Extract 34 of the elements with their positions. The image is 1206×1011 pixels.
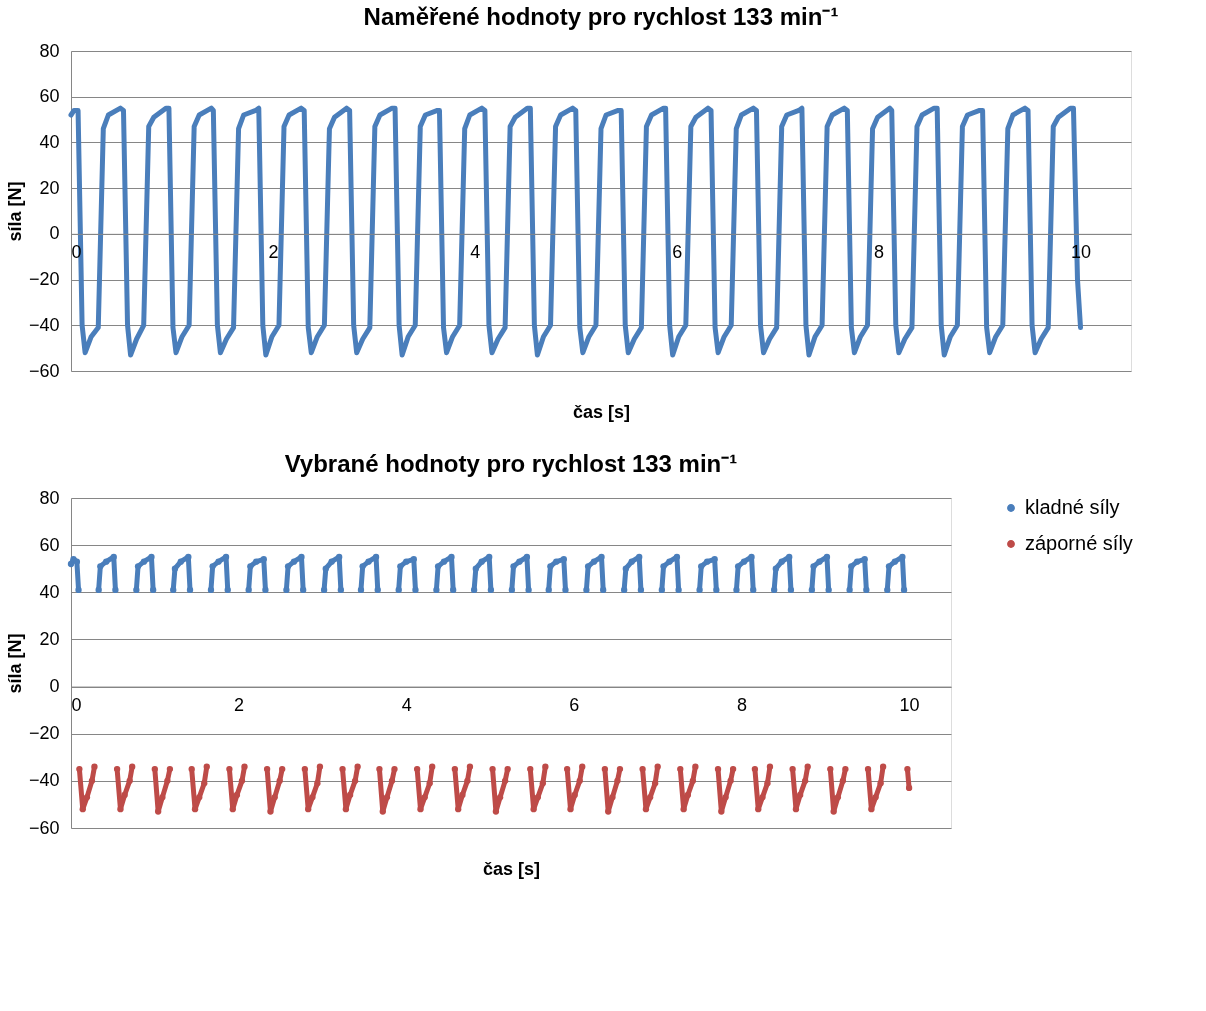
y-tick-label: 60 [39, 534, 60, 555]
y-tick-label: 0 [49, 223, 60, 244]
x-tick-label: 2 [268, 242, 279, 263]
chart-title: Naměřené hodnoty pro rychlost 133 min⁻¹ [363, 3, 839, 30]
y-tick-label: −60 [28, 360, 60, 381]
y-tick-label: −40 [28, 770, 60, 791]
x-tick-label: 2 [234, 695, 245, 716]
x-tick-label: 4 [401, 695, 412, 716]
y-tick-label: −20 [28, 269, 60, 290]
y-tick-label: 0 [49, 676, 60, 697]
x-tick-label: 4 [470, 242, 481, 263]
y-tick-label: 20 [39, 177, 60, 198]
chart-title: Vybrané hodnoty pro rychlost 133 min⁻¹ [284, 450, 738, 477]
y-tick-label: 80 [39, 40, 60, 61]
y-tick-label: 40 [39, 131, 60, 152]
y-axis-title: síla [N] [4, 181, 25, 242]
x-axis-title: čas [s] [572, 401, 631, 422]
x-tick-label: 8 [874, 242, 885, 263]
legend-label: kladné síly [1025, 496, 1120, 518]
y-tick-label: 20 [39, 628, 60, 649]
y-tick-label: −20 [28, 723, 60, 744]
y-axis-title: síla [N] [4, 633, 25, 694]
y-tick-label: −60 [28, 817, 60, 838]
x-tick-label: 0 [71, 695, 82, 716]
y-tick-label: 40 [39, 581, 60, 602]
x-axis-title: čas [s] [482, 858, 541, 879]
x-tick-label: 8 [736, 695, 747, 716]
x-tick-label: 10 [899, 695, 920, 716]
legend-label: záporné síly [1025, 532, 1133, 554]
y-tick-label: 80 [39, 487, 60, 508]
x-tick-label: 6 [569, 695, 580, 716]
y-tick-label: −40 [28, 314, 60, 335]
x-tick-label: 6 [672, 242, 683, 263]
y-tick-label: 60 [39, 86, 60, 107]
